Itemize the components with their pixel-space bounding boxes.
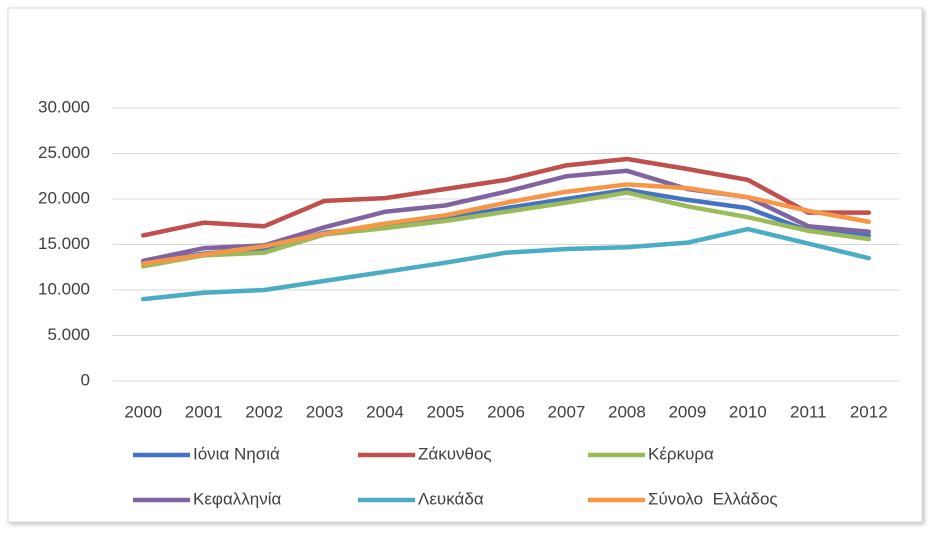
y-tick-label: 25.000 [38,143,90,162]
x-tick-label: 2012 [850,402,888,421]
legend-label: Λευκάδα [418,489,484,508]
y-tick-label: 5.000 [47,325,90,344]
x-tick-label: 2006 [487,402,525,421]
legend-label: Ζάκυνθος [418,444,492,463]
x-tick-label: 2007 [548,402,586,421]
x-tick-label: 2009 [668,402,706,421]
x-tick-label: 2002 [245,402,283,421]
x-tick-label: 2000 [124,402,162,421]
y-tick-label: 0 [81,370,90,389]
data-line [140,226,872,302]
y-tick-label: 15.000 [38,234,90,253]
x-tick-label: 2011 [790,402,827,421]
x-tick-label: 2005 [427,402,465,421]
x-tick-label: 2008 [608,402,646,421]
legend-label: Κεφαλληνία [193,489,282,508]
y-tick-label: 10.000 [38,279,90,298]
y-tick-label: 20.000 [38,188,90,207]
x-tick-label: 2001 [185,402,223,421]
legend-label: Σύνολο Ελλάδος [648,489,778,508]
legend-label: Κέρκυρα [648,444,714,463]
x-tick-label: 2010 [729,402,767,421]
data-line [140,156,872,238]
data-line [140,190,872,269]
data-line [140,182,872,266]
x-tick-label: 2004 [366,402,404,421]
legend-label: Ιόνια Νησιά [193,444,280,463]
x-tick-label: 2003 [306,402,344,421]
y-tick-label: 30.000 [38,97,90,116]
